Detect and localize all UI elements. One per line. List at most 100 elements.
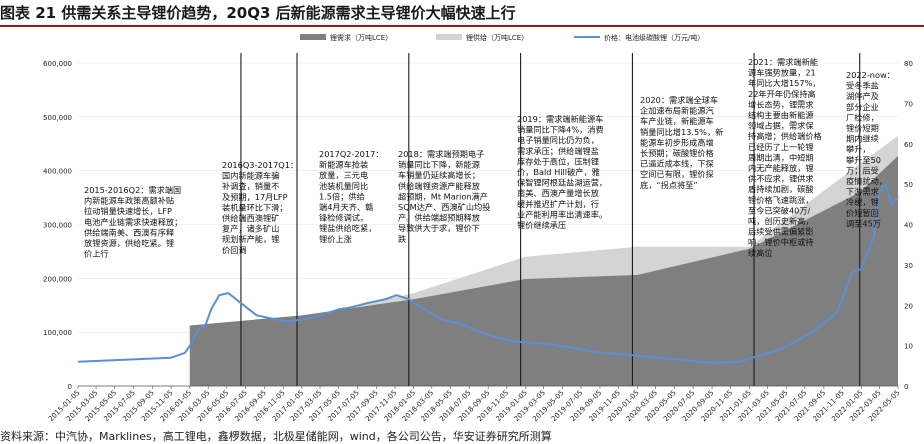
y-left-tick-label: 600,000 bbox=[43, 60, 72, 68]
price-line bbox=[77, 183, 899, 364]
annotation-2022-now-line: 万；后受 bbox=[846, 165, 879, 175]
annotation-2015-2016Q2-line: 内新能源车政策高额补贴 bbox=[84, 196, 174, 206]
annotation-2021-line: 续高位 bbox=[748, 248, 773, 258]
annotation-2022-now-line: 攀升至50 bbox=[846, 155, 881, 165]
annotation-2022-now-line: 湖停产及 bbox=[846, 91, 879, 101]
annotation-2021-line: 持高增；供给端价格 bbox=[748, 131, 822, 141]
annotation-2022-now-line: 调至45万 bbox=[846, 218, 881, 228]
annotation-2019-line: 保智锂阿根廷盐湖运营， bbox=[517, 178, 607, 188]
figure-title: 图表 21 供需关系主导锂价趋势，20Q3 后新能源需求主导锂价大幅快速上行 bbox=[0, 4, 516, 22]
legend-label-demand: 锂需求（万吨LCE） bbox=[330, 33, 392, 42]
annotation-2021-line: 至今已突破40万/ bbox=[748, 205, 811, 215]
annotation-2021-line: 增长态势，锂需求 bbox=[748, 99, 814, 109]
y-left-tick-label: 200,000 bbox=[43, 275, 72, 283]
annotation-2021-line: 已经历了上一轮锂 bbox=[748, 142, 814, 152]
y-right-tick-label: 40 bbox=[904, 222, 913, 230]
annotation-2016Q3-2017Q1-line: 2016Q3-2017Q1： bbox=[222, 160, 298, 170]
annotation-2018-line: 导致供大于求，锂价下 bbox=[398, 223, 480, 233]
annotation-2016Q3-2017Q1-line: 国内新能源车骗 bbox=[222, 171, 279, 181]
annotation-2021-line: 吨，创历史新高， bbox=[748, 216, 814, 226]
y-right-tick-label: 10 bbox=[904, 343, 913, 351]
annotation-2021-line: 周期出清，中短期 bbox=[748, 152, 814, 162]
annotation-2016Q3-2017Q1-line: 价回调 bbox=[222, 245, 247, 255]
y-right-tick-label: 60 bbox=[904, 141, 913, 149]
annotation-2017Q2-2017-line: 池装机量同比 bbox=[319, 181, 368, 191]
annotation-2019-line: 价，Bald Hill破产，雅 bbox=[517, 167, 600, 177]
annotation-2022-now-line: 锂价短期 bbox=[846, 123, 879, 133]
legend-swatch-supply bbox=[436, 34, 462, 40]
annotation-2021-line: 后续受供需偏紧影 bbox=[748, 227, 814, 237]
annotation-2021-line: 源车强势放量，21 bbox=[748, 68, 816, 78]
title-rule bbox=[0, 25, 924, 27]
annotation-2016Q3-2017Q1-line: 复产，诸多矿山 bbox=[222, 224, 279, 234]
annotation-2022-now-line: 冷缓，锂 bbox=[846, 197, 879, 207]
annotation-2016Q3-2017Q1-line: 规划新产能，锂 bbox=[222, 234, 279, 244]
annotation-2017Q2-2017-line: 锋检修调试， bbox=[319, 213, 368, 223]
annotation-2021-line: 2021：需求端新能 bbox=[748, 57, 818, 67]
annotation-2015-2016Q2-line: 放锂资源，供给吃紧。锂 bbox=[84, 238, 174, 248]
annotation-2019-line: 需求承压；供给端锂盐 bbox=[517, 146, 599, 156]
annotation-2019-line: 库存处于高位，压制锂 bbox=[517, 156, 599, 166]
annotation-2019-line: 南美、西澳产量增长放 bbox=[517, 188, 599, 198]
legend-swatch-demand bbox=[300, 34, 326, 40]
annotation-2015-2016Q2-line: 价上行 bbox=[84, 249, 109, 259]
annotation-2017Q2-2017-line: 新能源车抢装 bbox=[319, 160, 368, 170]
source-note: 资料来源：中汽协，Marklines，高工锂电，鑫椤数据，北极星储能网，wind… bbox=[0, 430, 552, 443]
y-right-tick-label: 0 bbox=[904, 383, 908, 391]
annotation-2021-line: 22年开年仍保持高 bbox=[748, 89, 816, 99]
annotation-2015-2016Q2-line: 电池产业链需求快速释放； bbox=[84, 217, 182, 227]
annotation-2021-line: 盾持续加剧，碳酸 bbox=[748, 184, 814, 194]
annotation-2022-now-line: 价短暂回 bbox=[846, 208, 879, 218]
annotation-2017Q2-2017-line: 锂价上涨 bbox=[319, 234, 352, 244]
annotation-2021-line: 领域占据，需求保 bbox=[748, 121, 814, 131]
y-left-tick-label: 400,000 bbox=[43, 168, 72, 176]
annotation-2021-line: 响，锂价中枢或持 bbox=[748, 237, 814, 247]
annotation-2018-line: 车销量仍延续高增长； bbox=[398, 170, 480, 180]
y-right-tick-label: 70 bbox=[904, 100, 913, 108]
annotation-2016Q3-2017Q1-line: 供给端西澳锂矿 bbox=[222, 213, 279, 223]
annotation-2020-line: 底，“拐点将至” bbox=[640, 180, 698, 190]
annotation-2022-now-line: 受冬季盐 bbox=[846, 81, 879, 91]
y-right-tick-label: 30 bbox=[904, 262, 913, 270]
y-right-tick-label: 50 bbox=[904, 181, 913, 189]
annotation-2016Q3-2017Q1-line: 装机量环比下滑； bbox=[222, 202, 288, 212]
y-left-tick-label: 300,000 bbox=[43, 222, 72, 230]
annotation-2022-now-line: 2022-now： bbox=[846, 70, 895, 80]
demand-area bbox=[189, 155, 898, 386]
annotation-2015-2016Q2-line: 供给端南美、西澳有序释 bbox=[84, 227, 174, 237]
annotation-2018-line: 2018：需求端预期电子 bbox=[398, 149, 484, 159]
annotation-2019-line: 业产能利用率出清速率。 bbox=[517, 209, 607, 219]
annotation-2021-line: 内无产能释放，锂 bbox=[748, 163, 814, 173]
annotation-2022-now-line: 厂检修， bbox=[846, 112, 879, 122]
y-left-tick-label: 100,000 bbox=[43, 329, 72, 337]
annotation-2017Q2-2017-line: 锂盐供给吃紧， bbox=[319, 223, 376, 233]
y-left-tick-label: 0 bbox=[68, 383, 72, 391]
annotation-2022-now-line: 疫情扰动， bbox=[846, 176, 887, 186]
annotation-2015-2016Q2-line: 拉动销量快速增长，LFP bbox=[84, 206, 172, 216]
annotation-2019-line: 锂价继续承压 bbox=[517, 220, 566, 230]
annotation-2016Q3-2017Q1-line: 补调查，销量不 bbox=[222, 181, 279, 191]
annotation-2022-now-line: 部分企业 bbox=[846, 102, 879, 112]
annotation-2019-line: 缓并推迟扩产计划，行 bbox=[517, 199, 599, 209]
annotation-2021-line: 年同比大增157%， bbox=[748, 78, 821, 88]
legend-label-supply: 锂供给（万吨LCE） bbox=[466, 33, 528, 42]
annotation-2017Q2-2017-line: 端4月天齐、赣 bbox=[319, 202, 373, 212]
lithium-price-chart: 0 100,000 200,000 300,000 400,000 500,000 600,… bbox=[43, 33, 913, 423]
legend-label-price: 价格：电池级碳酸锂（万元/吨） bbox=[604, 33, 704, 42]
annotation-2020-line: 企加速布局新能源汽 bbox=[640, 106, 714, 116]
annotation-2016Q3-2017Q1-line: 及预期，17月LFP bbox=[222, 192, 288, 202]
annotation-2020-line: 长预期；碳酸锂价格 bbox=[640, 148, 714, 158]
annotation-2018-line: 销量同比下降，新能源 bbox=[398, 160, 480, 170]
annotation-2018-line: 跌 bbox=[398, 234, 406, 244]
annotation-2018-line: 产。供给端超预期释放 bbox=[398, 213, 480, 223]
annotation-2017Q2-2017-line: 1.5倍；供给 bbox=[319, 191, 365, 201]
annotation-2019-line: 2019：需求端新能源车 bbox=[517, 114, 603, 124]
annotation-2020-line: 2020：需求端全球车 bbox=[640, 95, 718, 105]
y-right-tick-label: 80 bbox=[904, 60, 913, 68]
annotation-2021-line: 结构主要由新能源 bbox=[748, 110, 814, 120]
annotation-2019-line: 电子销量同比仍为负， bbox=[517, 135, 599, 145]
y-left-tick-label: 500,000 bbox=[43, 114, 72, 122]
annotation-2018-line: 超预期，Mt Marion满产 bbox=[398, 191, 488, 201]
annotation-2022-now-line: 期内继续 bbox=[846, 134, 879, 144]
